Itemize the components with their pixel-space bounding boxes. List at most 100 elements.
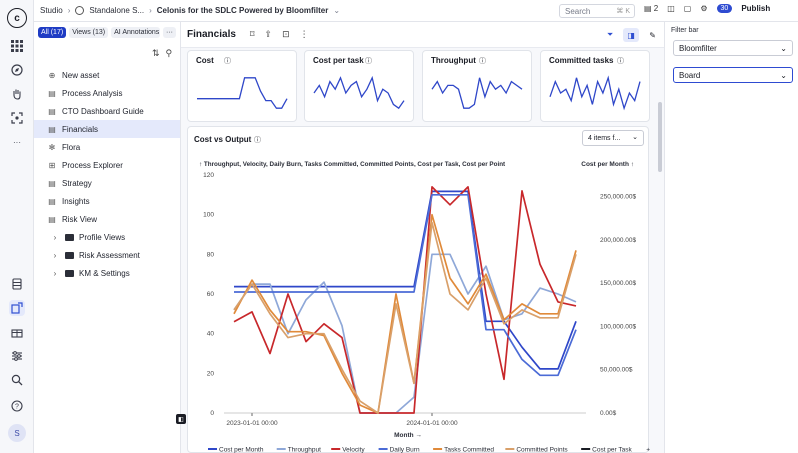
sparkline-line — [197, 77, 288, 109]
kpi-card-committed-tasks[interactable]: Committed tasks ⓘ — [540, 50, 650, 122]
kpi-title: Cost per task — [313, 56, 364, 65]
sidebar-item-process-explorer[interactable]: ⊞ Process Explorer — [34, 156, 180, 174]
kpi-card-cost[interactable]: Cost ⓘ — [187, 50, 297, 122]
panel-toggle-button[interactable]: ◨ — [623, 28, 640, 42]
user-avatar[interactable]: S — [8, 424, 26, 442]
search-input[interactable]: Search ⌘ K — [559, 4, 635, 18]
sidebar-item-label: Financials — [62, 124, 99, 134]
chevron-right-icon[interactable]: › — [53, 268, 57, 278]
vertical-scrollbar[interactable] — [658, 102, 662, 172]
notification-badge[interactable]: 30 — [716, 4, 733, 13]
kpi-card-throughput[interactable]: Throughput ⓘ — [422, 50, 532, 122]
export-icon[interactable]: ⇪ — [264, 29, 273, 39]
legend-label[interactable]: Cost per Month — [219, 447, 264, 453]
sidebar-item-label: Profile Views — [79, 232, 126, 242]
tab-ai-annotations[interactable]: AI Annotations A — [111, 27, 160, 38]
breadcrumb-package[interactable]: Celonis for the SDLC Powered by Bloomfil… — [156, 6, 329, 15]
series-line[interactable] — [233, 213, 577, 414]
sidebar-item-strategy[interactable]: ▤ Strategy — [34, 174, 180, 192]
chat-icon[interactable]: ▢ — [683, 4, 692, 13]
legend-label[interactable]: Committed Points — [516, 447, 568, 453]
chevron-down-icon: ⌄ — [780, 44, 787, 53]
kpi-title: Throughput — [431, 56, 476, 65]
kebab-menu-icon[interactable]: ⋮ — [299, 29, 309, 39]
y-tick-label: 120 — [203, 172, 214, 179]
sidebar-item-risk-view[interactable]: ▤ Risk View — [34, 210, 180, 228]
info-icon[interactable]: ⓘ — [224, 58, 231, 65]
kpi-card-cost-per-task[interactable]: Cost per task ⓘ — [304, 50, 414, 122]
series-line[interactable] — [234, 190, 577, 370]
top-bar: Studio › Standalone S... › Celonis for t… — [34, 0, 798, 22]
filter-select-source[interactable]: Bloomfilter ⌄ — [673, 40, 793, 56]
sidebar-item-insights[interactable]: ▤ Insights — [34, 192, 180, 210]
bookmark-icon[interactable]: ⌑ — [249, 29, 255, 39]
gift-icon[interactable] — [9, 324, 25, 340]
help-icon[interactable]: ? — [9, 398, 25, 414]
right-y-axis-ticks: 0.00$ 50,000.00$ 100,000.00$ 150,000.00$ 200… — [600, 194, 637, 417]
sidebar-item-process-analysis[interactable]: ▤ Process Analysis — [34, 84, 180, 102]
sliders-icon[interactable] — [9, 348, 25, 364]
sort-icon[interactable]: ⇅ — [152, 48, 160, 58]
apps-grid-icon[interactable] — [9, 38, 25, 54]
svg-text:?: ? — [15, 404, 19, 411]
series-dropdown[interactable]: 4 items f... ⌄ — [582, 130, 644, 146]
sidebar-item-flora[interactable]: ✻ Flora — [34, 138, 180, 156]
sidebar-folder-profile-views[interactable]: › Profile Views — [34, 228, 180, 246]
y-right-tick-label: 0.00$ — [600, 410, 617, 417]
filter-icon[interactable]: ⚲ — [165, 48, 173, 58]
chevron-right-icon[interactable]: › — [53, 232, 57, 242]
sidebar-item-financials[interactable]: ▤ Financials — [34, 120, 180, 138]
database-icon[interactable] — [9, 276, 25, 292]
series-line[interactable] — [233, 186, 577, 414]
kpi-sparkline — [197, 77, 288, 109]
legend-label[interactable]: Daily Burn — [390, 447, 420, 453]
series-line[interactable] — [233, 253, 577, 414]
series-line[interactable] — [234, 193, 577, 377]
celonis-logo[interactable]: c — [7, 8, 27, 28]
info-icon[interactable]: ⓘ — [254, 137, 261, 144]
tab-all[interactable]: All (17) — [38, 27, 67, 38]
more-icon[interactable]: ··· — [13, 137, 21, 147]
layers-icon[interactable]: ◫ — [667, 4, 675, 13]
info-icon[interactable]: ⓘ — [617, 58, 624, 65]
view-icon: ▤ — [48, 106, 56, 116]
share-icon[interactable]: ⊡ — [282, 29, 290, 39]
line-chart[interactable]: ↑ Throughput, Velocity, Daily Burn, Task… — [188, 127, 650, 453]
legend-label[interactable]: Velocity — [342, 447, 365, 453]
info-icon[interactable]: ⓘ — [365, 58, 372, 65]
sidebar-item-new-asset[interactable]: ⊕ New asset — [34, 66, 180, 84]
info-icon[interactable]: ⓘ — [479, 58, 486, 65]
filter-funnel-icon[interactable]: ⏷ — [606, 30, 614, 39]
compass-icon[interactable] — [9, 62, 25, 78]
settings-icon[interactable]: ⚙ — [700, 4, 708, 13]
publish-button[interactable]: Publish — [741, 4, 771, 13]
hand-icon[interactable] — [9, 86, 25, 102]
legend-label[interactable]: Tasks Committed — [444, 447, 494, 453]
breadcrumb-studio[interactable]: Studio — [40, 6, 63, 15]
studio-icon[interactable] — [9, 300, 25, 316]
sidebar-folder-risk-assessment[interactable]: › Risk Assessment — [34, 246, 180, 264]
chart-legend: Cost per Month Throughput Velocity Daily Bu… — [208, 447, 650, 453]
left-axis-label: ↑ Throughput, Velocity, Daily Burn, Task… — [199, 161, 506, 168]
right-axis-label: Cost per Month ↑ — [581, 161, 634, 168]
tabs-more-button[interactable]: ··· — [163, 27, 176, 38]
sidebar-item-cto-dashboard-guide[interactable]: ▤ CTO Dashboard Guide — [34, 102, 180, 120]
top-actions: ▤ 2 ◫ ▢ ⚙ 30 Publish — [644, 4, 770, 13]
collapse-panel-icon[interactable]: ◧ — [176, 414, 186, 424]
sidebar-folder-km-settings[interactable]: › KM & Settings — [34, 264, 180, 282]
filter-select-board[interactable]: Board ⌄ — [673, 67, 793, 83]
chevron-right-icon[interactable]: › — [53, 250, 57, 260]
search-icon[interactable] — [9, 372, 25, 388]
chevron-right-icon: › — [149, 6, 152, 15]
sidebar-item-label: Process Explorer — [62, 160, 123, 170]
legend-label[interactable]: Cost per Task — [592, 447, 632, 453]
edit-icon[interactable]: ✎ — [649, 30, 656, 40]
legend-more-button[interactable]: +1 — [646, 447, 650, 453]
legend-label[interactable]: Throughput — [288, 447, 321, 453]
tab-views[interactable]: Views (13) — [69, 27, 109, 38]
series-line[interactable] — [233, 221, 577, 414]
scan-icon[interactable] — [9, 110, 25, 126]
breadcrumb-space[interactable]: Standalone S... — [89, 6, 145, 15]
storage-indicator[interactable]: ▤ 2 — [644, 4, 659, 13]
chevron-down-icon[interactable]: ⌄ — [333, 6, 341, 15]
